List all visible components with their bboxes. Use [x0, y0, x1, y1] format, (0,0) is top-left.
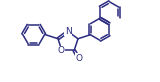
Text: O: O	[58, 46, 65, 55]
Text: N: N	[65, 27, 71, 36]
Text: O: O	[75, 54, 82, 63]
